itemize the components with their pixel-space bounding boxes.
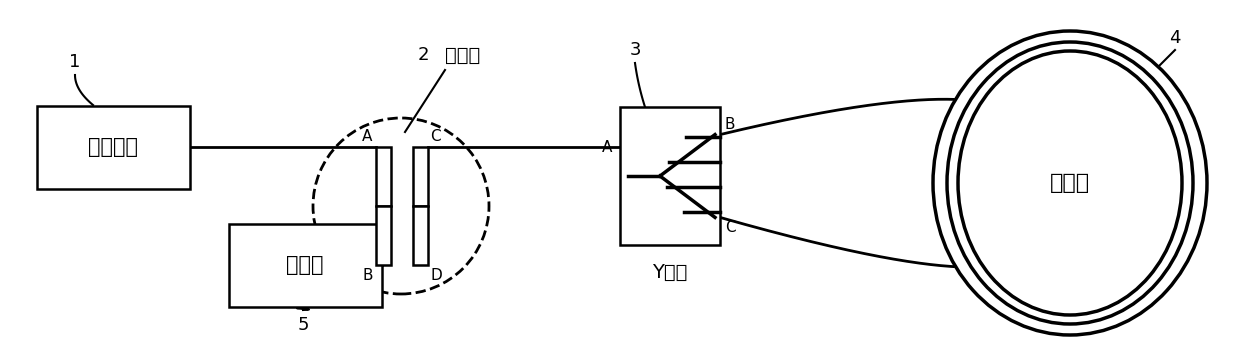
Text: B: B bbox=[725, 116, 735, 132]
Text: C: C bbox=[430, 129, 441, 144]
Bar bbox=[413, 147, 428, 206]
Text: A: A bbox=[362, 129, 372, 144]
Text: A: A bbox=[601, 140, 613, 154]
Text: 光纤环: 光纤环 bbox=[1050, 173, 1090, 193]
Text: 2: 2 bbox=[417, 46, 429, 64]
Text: B: B bbox=[362, 268, 372, 283]
Text: 耦合器: 耦合器 bbox=[445, 45, 480, 65]
Text: 宽谱光源: 宽谱光源 bbox=[88, 137, 138, 157]
Text: 探测器: 探测器 bbox=[286, 255, 324, 275]
Text: 1: 1 bbox=[69, 53, 81, 71]
Bar bbox=[620, 107, 720, 245]
Text: D: D bbox=[430, 268, 443, 283]
Text: 5: 5 bbox=[298, 316, 309, 334]
Bar bbox=[36, 105, 190, 189]
Bar bbox=[228, 224, 382, 306]
Text: Y波导: Y波导 bbox=[652, 263, 688, 282]
Ellipse shape bbox=[932, 31, 1207, 335]
Text: 4: 4 bbox=[1169, 29, 1180, 47]
Bar bbox=[413, 206, 428, 265]
Text: 3: 3 bbox=[629, 41, 641, 59]
Text: C: C bbox=[725, 220, 735, 235]
Bar bbox=[376, 206, 391, 265]
Bar bbox=[376, 147, 391, 206]
